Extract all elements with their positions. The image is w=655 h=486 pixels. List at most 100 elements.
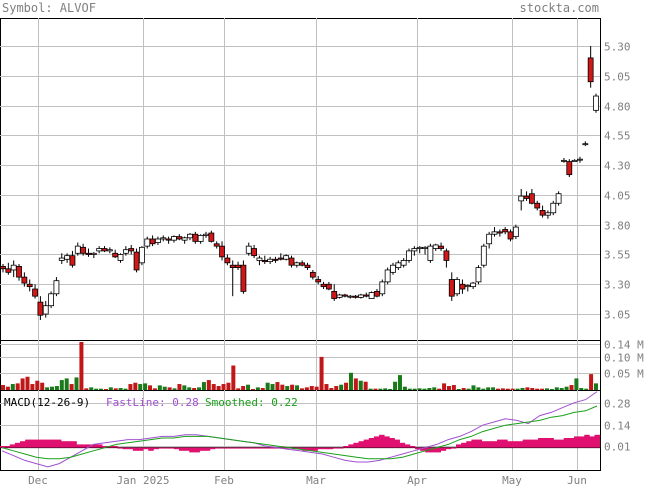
- candle-down: [192, 233, 199, 242]
- candle-down: [208, 232, 215, 242]
- macd-histogram-bar: [194, 447, 200, 453]
- volume-bar: [255, 387, 260, 390]
- candle-down: [229, 264, 236, 268]
- macd-histogram-bar: [507, 441, 513, 448]
- volume-bar: [510, 388, 515, 390]
- volume-bar: [59, 380, 64, 390]
- month-tick-label: Jan 2025: [117, 474, 170, 486]
- macd-histogram-bar: [255, 447, 262, 449]
- macd-histogram-bar: [502, 439, 508, 448]
- macd-histogram-bar: [35, 439, 41, 448]
- macd-histogram-bar: [209, 447, 216, 450]
- macd-histogram-bar: [420, 447, 426, 451]
- price-panel: [0, 18, 601, 341]
- volume-bar: [177, 384, 182, 390]
- volume-bar: [20, 378, 25, 390]
- macd-histogram-bar: [96, 444, 103, 448]
- volume-bar: [363, 381, 368, 390]
- macd-histogram-bar: [189, 447, 195, 453]
- volume-bar: [45, 387, 50, 390]
- macd-histogram-bar: [476, 439, 483, 448]
- volume-bar: [540, 388, 545, 390]
- macd-histogram-bar: [517, 441, 524, 448]
- volume-bar: [201, 382, 206, 390]
- volume-tick-label: 0.14 M: [604, 339, 644, 352]
- macd-histogram-bar: [220, 447, 226, 449]
- macd-histogram-bar: [353, 442, 359, 448]
- volume-bar: [260, 388, 265, 390]
- candle-down: [26, 283, 33, 288]
- candle-up: [117, 254, 124, 261]
- volume-bar: [10, 384, 15, 390]
- volume-bar: [500, 388, 505, 390]
- candle-down: [112, 252, 119, 258]
- candle-down: [507, 231, 514, 240]
- volume-bar: [334, 386, 339, 390]
- macd-histogram-bar: [343, 446, 349, 448]
- volume-bar: [515, 388, 520, 390]
- volume-bar: [148, 385, 153, 390]
- volume-bar: [35, 380, 40, 390]
- volume-bar: [236, 388, 241, 390]
- candle-up: [550, 202, 557, 214]
- volume-bar: [339, 384, 344, 390]
- macd-histogram-bar: [532, 439, 539, 448]
- price-tick-label: 3.55: [604, 249, 631, 262]
- candle-down: [240, 264, 247, 292]
- smoothed-series: [1, 405, 598, 460]
- candle-up: [53, 280, 60, 295]
- macd-histogram-bar: [307, 447, 313, 451]
- volume-bar: [118, 388, 123, 390]
- macd-panel: [0, 390, 601, 471]
- volume-bar: [574, 378, 579, 390]
- macd-histogram-bar: [322, 447, 329, 450]
- volume-bar: [491, 387, 496, 390]
- price-tick-label: 5.05: [604, 71, 631, 84]
- volume-bar: [94, 388, 99, 390]
- macd-histogram-bar: [568, 438, 575, 448]
- candle-down: [69, 255, 76, 266]
- volume-bar: [133, 382, 138, 390]
- candle-down: [80, 246, 87, 254]
- volume-bar: [99, 388, 104, 390]
- candle-up: [561, 159, 567, 162]
- macd-histogram-bar: [163, 447, 170, 449]
- macd-histogram-bar: [76, 444, 82, 448]
- macd-histogram-bar: [497, 439, 503, 448]
- candle-down: [528, 193, 535, 204]
- macd-histogram-bar: [199, 447, 206, 451]
- macd-histogram-bar: [40, 439, 47, 448]
- volume-bar: [446, 386, 451, 390]
- volume-panel: [0, 340, 601, 391]
- candle-up: [10, 264, 17, 271]
- volume-bar: [206, 380, 211, 390]
- price-tick-label: 4.05: [604, 190, 631, 203]
- volume-bar: [530, 388, 535, 390]
- macd-histogram-bar: [389, 438, 395, 448]
- volume-bar: [197, 387, 202, 390]
- candle-down: [315, 279, 322, 283]
- macd-histogram-bar: [584, 434, 590, 448]
- macd-tick-label: 0.14: [604, 420, 631, 433]
- candle-up: [256, 257, 263, 261]
- volume-bar: [211, 384, 216, 390]
- volume-tick-label: 0.05 M: [604, 368, 644, 381]
- volume-bar: [314, 386, 319, 390]
- candle-up: [577, 158, 583, 161]
- macd-histogram-bar: [373, 436, 380, 448]
- candle-down: [587, 57, 594, 83]
- macd-histogram-bar: [338, 447, 344, 449]
- fastline-label: FastLine: 0.28: [106, 396, 199, 409]
- candle-down: [176, 236, 183, 240]
- volume-bar: [280, 384, 285, 390]
- volume-bar: [520, 388, 525, 390]
- candle-up: [491, 231, 498, 235]
- macd-histogram-bar: [235, 447, 241, 449]
- volume-bar: [285, 386, 290, 390]
- candle-down: [320, 283, 327, 288]
- macd-histogram-bar: [379, 434, 385, 448]
- candle-up: [42, 305, 49, 315]
- volume-bar: [167, 387, 172, 390]
- volume-bar: [569, 385, 574, 390]
- price-tick-label: 3.30: [604, 279, 631, 292]
